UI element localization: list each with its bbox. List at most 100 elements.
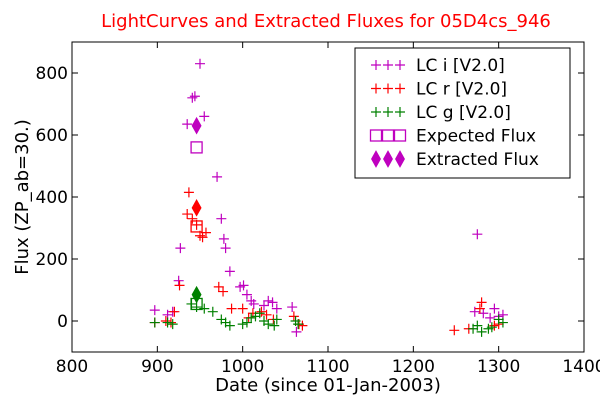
data-point — [224, 266, 235, 277]
data-point — [199, 111, 210, 122]
legend-marker — [371, 83, 381, 94]
legend: LC i [V2.0] LC r [V2.0] LC g [V2.0] Expecte… — [354, 47, 571, 179]
x-tick-label: 900 — [141, 357, 173, 377]
legend-marker — [383, 150, 393, 168]
data-point — [269, 320, 280, 331]
data-point — [183, 187, 194, 198]
data-point — [241, 289, 252, 300]
data-point — [248, 298, 259, 309]
data-point — [469, 306, 480, 317]
legend-marker — [383, 83, 393, 94]
data-point — [218, 286, 229, 297]
legend-marker — [371, 150, 381, 168]
legend-marker — [395, 107, 405, 117]
data-point — [287, 302, 298, 313]
data-point — [149, 305, 160, 316]
data-point — [297, 320, 308, 331]
data-point — [160, 316, 171, 326]
data-point — [162, 317, 173, 328]
data-point — [472, 229, 483, 240]
data-point — [472, 320, 483, 331]
legend-label: LC i [V2.0] — [416, 56, 505, 76]
data-point — [489, 320, 500, 331]
data-point — [149, 317, 160, 328]
y-tick-label: 200 — [36, 250, 68, 270]
legend-marker — [371, 60, 381, 70]
data-point — [246, 312, 257, 323]
legend-marker — [395, 60, 405, 70]
series-extracted-flux — [191, 116, 202, 304]
data-point — [189, 91, 200, 102]
y-tick-label: 800 — [36, 64, 68, 84]
legend-marker — [395, 83, 405, 94]
data-point — [190, 141, 203, 154]
data-point — [293, 319, 304, 330]
legend-marker — [383, 60, 393, 70]
data-point — [174, 280, 185, 291]
data-point — [191, 199, 202, 217]
y-axis-label: Flux (ZP_ab=30.) — [12, 119, 33, 275]
legend-marker — [369, 129, 383, 142]
data-point — [218, 233, 229, 244]
series-lc-i-v2-0- — [149, 58, 508, 337]
data-point — [259, 300, 269, 311]
data-point — [182, 119, 193, 130]
data-point — [476, 326, 487, 337]
data-point — [167, 319, 178, 330]
data-point — [474, 303, 485, 314]
data-point — [191, 116, 202, 135]
data-point — [200, 227, 211, 238]
data-point — [213, 281, 224, 292]
data-point — [267, 297, 278, 308]
data-point — [476, 297, 487, 308]
data-point — [486, 322, 497, 333]
y-tick-label: 0 — [57, 312, 68, 332]
y-tick-label: 600 — [36, 126, 68, 146]
data-point — [182, 209, 193, 220]
legend-entry: LC g [V2.0] — [371, 103, 511, 123]
legend-label: LC g [V2.0] — [416, 103, 511, 123]
legend-entry: Expected Flux — [369, 127, 536, 147]
data-point — [199, 303, 210, 314]
x-tick-label: 800 — [56, 357, 88, 377]
x-tick-label: 1200 — [392, 357, 435, 377]
x-tick-label: 1000 — [221, 357, 264, 377]
data-point — [288, 311, 299, 322]
data-point — [212, 171, 223, 182]
data-point — [271, 303, 282, 314]
data-point — [207, 306, 218, 317]
data-point — [175, 243, 186, 254]
legend-marker — [371, 107, 381, 117]
legend-marker — [383, 107, 393, 117]
data-point — [263, 319, 274, 330]
data-point — [489, 303, 500, 314]
y-tick-label: 400 — [36, 188, 68, 208]
data-point — [237, 319, 248, 330]
legend-entry: LC i [V2.0] — [371, 56, 505, 76]
data-point — [238, 280, 249, 291]
x-tick-label: 1300 — [477, 357, 520, 377]
chart-title: LightCurves and Extracted Fluxes for 05D… — [101, 11, 551, 32]
data-point — [169, 306, 180, 317]
data-point — [226, 303, 237, 314]
data-point — [195, 58, 205, 69]
data-point — [220, 243, 231, 254]
data-point — [497, 317, 508, 328]
data-point — [256, 306, 267, 317]
data-point — [263, 295, 274, 306]
legend-marker — [393, 129, 407, 142]
data-point — [187, 92, 198, 103]
data-point — [191, 285, 202, 304]
data-point — [254, 308, 265, 319]
data-point — [173, 275, 184, 286]
data-point — [216, 213, 227, 224]
legend-marker — [381, 129, 395, 142]
data-point — [237, 303, 248, 314]
data-point — [291, 326, 302, 337]
data-point — [187, 213, 198, 224]
legend-entry: Extracted Flux — [371, 150, 539, 170]
legend-label: Expected Flux — [416, 127, 536, 147]
